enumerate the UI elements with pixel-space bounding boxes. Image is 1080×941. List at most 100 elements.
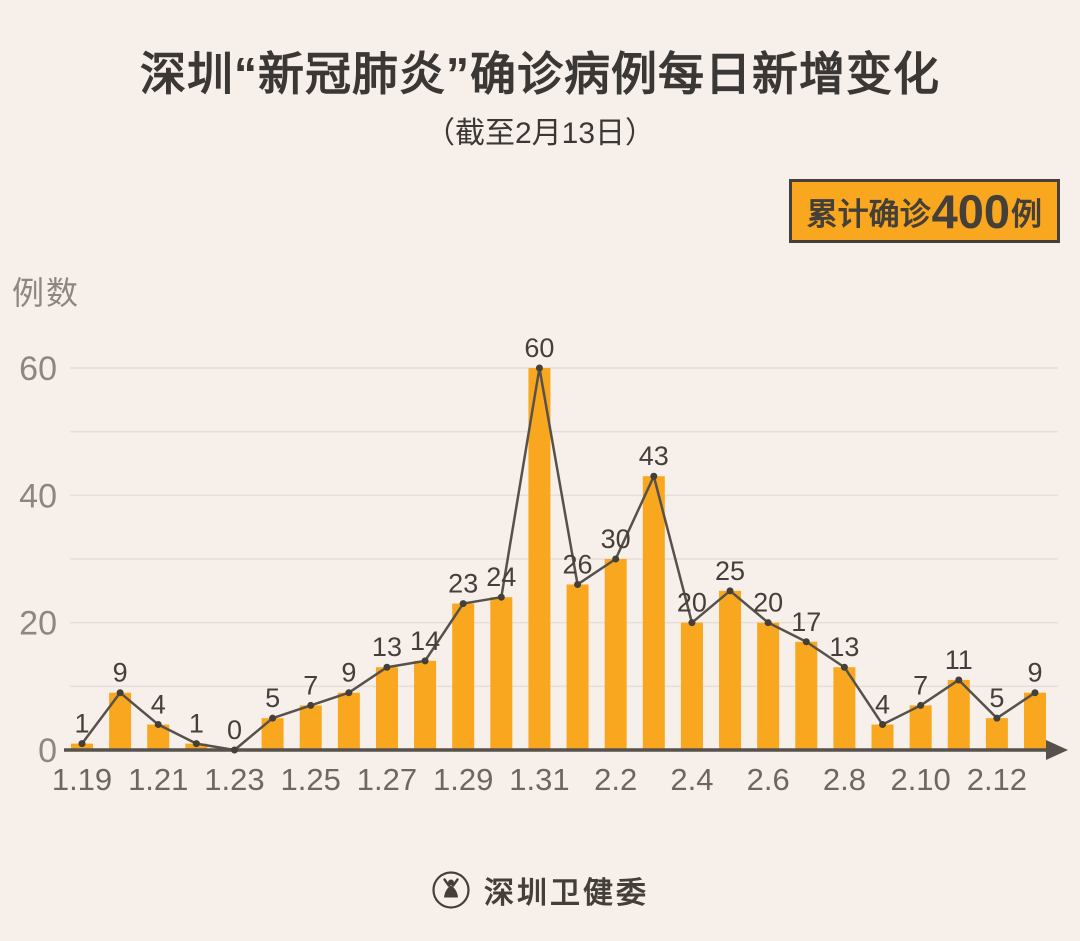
point-1.25 [307,701,315,709]
value-label-2.3: 43 [639,441,669,471]
point-2.11 [955,676,963,684]
value-label-2.4: 20 [677,588,707,618]
bar-2.1 [566,584,589,750]
bar-2.9 [871,724,894,750]
point-2.3 [650,472,658,480]
value-label-1.26: 9 [341,658,356,688]
value-label-1.31: 60 [524,333,554,363]
point-1.21 [154,721,162,729]
value-label-1.25: 7 [303,670,318,700]
point-1.31 [535,364,543,372]
y-tick-20: 20 [19,605,57,643]
footer-org-name: 深圳卫健委 [484,877,649,910]
x-tick-1.21: 1.21 [128,762,188,797]
value-label-2.1: 26 [563,549,593,579]
point-1.27 [383,663,391,671]
point-2.8 [840,663,848,671]
value-label-2.12: 5 [989,683,1004,713]
x-tick-2.10: 2.10 [890,762,950,797]
point-1.19 [78,740,86,748]
bar-2.12 [985,718,1008,750]
bar-2.5 [719,590,742,750]
value-label-1.20: 9 [113,658,128,688]
point-2.6 [764,619,772,627]
value-label-2.6: 20 [753,588,783,618]
x-tick-2.6: 2.6 [747,762,790,797]
value-label-1.23: 0 [227,715,242,745]
y-tick-40: 40 [19,477,57,515]
value-label-2.5: 25 [715,556,745,586]
health-commission-emblem-icon [431,870,471,910]
bar-2.6 [757,622,780,750]
bar-2.13 [1024,692,1046,750]
point-2.13 [1031,689,1039,697]
point-1.22 [192,740,200,748]
x-tick-2.2: 2.2 [594,762,637,797]
point-1.24 [269,714,277,722]
y-axis-title: 例数 [12,275,81,311]
badge-value: 400 [931,184,1010,238]
badge-prefix: 累计确诊 [806,196,931,232]
point-1.26 [345,689,353,697]
trend-line [80,366,1036,752]
bar-2.11 [947,679,970,750]
x-tick-1.23: 1.23 [204,762,264,797]
value-label-1.27: 13 [372,632,402,662]
point-1.20 [116,689,124,697]
point-2.1 [574,580,582,588]
point-2.10 [917,701,925,709]
point-2.2 [612,555,620,563]
bar-1.28 [414,660,437,750]
value-label-1.28: 14 [410,626,440,656]
point-2.12 [993,714,1001,722]
bar-2.7 [795,641,818,750]
point-2.5 [726,587,734,595]
value-label-1.22: 1 [189,709,204,739]
bar-2.10 [909,705,932,750]
x-tick-2.4: 2.4 [670,762,713,797]
point-1.28 [421,657,429,665]
value-label-2.7: 17 [791,607,821,637]
footer: 深圳卫健委 [0,868,1080,912]
point-1.30 [497,593,505,601]
x-tick-1.29: 1.29 [433,762,493,797]
page-subtitle: （截至2月13日） [424,117,656,150]
bar-1.27 [375,667,398,750]
x-tick-1.19: 1.19 [52,762,112,797]
x-tick-1.31: 1.31 [509,762,569,797]
point-2.9 [879,721,887,729]
value-label-2.11: 11 [945,645,973,675]
bar-2.2 [604,558,627,750]
page-title: 深圳“新冠肺炎”确诊病例每日新增变化 [140,48,940,100]
x-tick-1.25: 1.25 [281,762,341,797]
value-label-1.24: 5 [265,683,280,713]
value-label-2.10: 7 [913,670,928,700]
value-label-1.30: 24 [486,562,516,592]
x-axis-arrow-icon [1046,740,1068,760]
bar-1.24 [261,718,284,750]
point-1.29 [459,600,467,608]
point-2.4 [688,619,696,627]
x-tick-1.27: 1.27 [357,762,417,797]
value-label-1.29: 23 [448,569,478,599]
value-label-1.19: 1 [74,709,89,739]
badge-suffix: 例 [1011,196,1042,232]
y-tick-60: 60 [19,350,57,388]
bar-1.26 [337,692,360,750]
value-label-2.8: 13 [829,632,859,662]
value-label-2.13: 9 [1027,658,1042,688]
bar-2.4 [680,622,703,750]
bar-1.31 [528,367,551,750]
value-label-2.9: 4 [875,690,890,720]
x-tick-2.8: 2.8 [823,762,866,797]
x-tick-2.12: 2.12 [967,762,1027,797]
bar-2.3 [642,476,665,750]
bar-1.30 [490,597,513,750]
bar-1.21 [147,724,170,750]
bar-1.20 [109,692,132,750]
point-1.23 [230,746,238,754]
cumulative-total-badge: 累计确诊 400 例 [788,179,1060,243]
bar-1.29 [452,603,475,750]
